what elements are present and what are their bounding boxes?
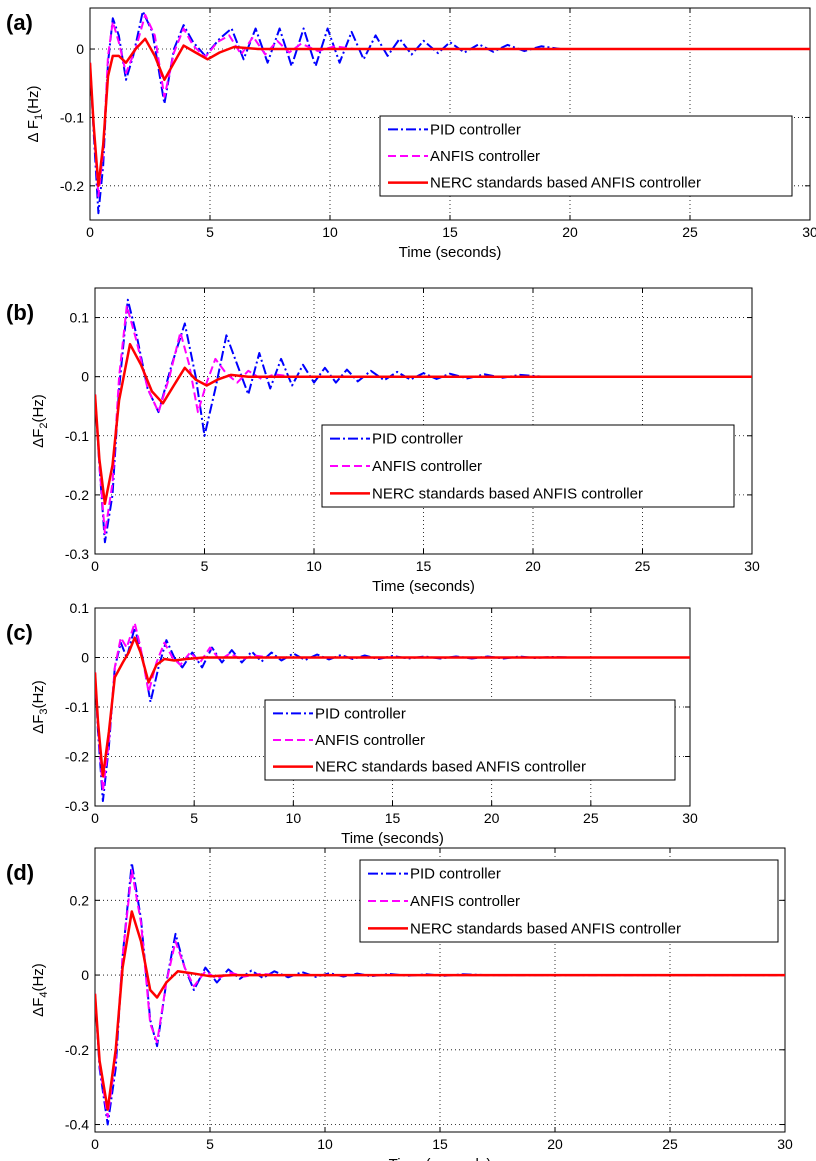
y-tick-label: -0.2 <box>65 487 89 503</box>
legend-label-1: PID controller <box>410 866 501 883</box>
legend-label-2: ANFIS controller <box>315 732 425 749</box>
panel-letter: (d) <box>6 860 34 885</box>
legend-label-2: ANFIS controller <box>430 148 540 165</box>
y-tick-label: 0 <box>81 369 89 385</box>
chart-panel-c: (c) 0 5 10 15 20 25 30 0.1 0 -0.1 -0.2 -0.3 Time (sec… <box>6 600 698 847</box>
y-tick-label: 0.2 <box>70 892 90 908</box>
x-tick-label: 30 <box>777 1136 793 1152</box>
x-tick-label: 10 <box>317 1136 333 1152</box>
x-tick-label: 20 <box>525 558 541 574</box>
x-tick-label: 0 <box>91 558 99 574</box>
panel-letter: (c) <box>6 620 33 645</box>
legend-label-1: PID controller <box>372 431 463 448</box>
x-tick-label: 15 <box>442 224 458 240</box>
x-tick-label: 5 <box>206 1136 214 1152</box>
y-tick-label: 0 <box>81 650 89 666</box>
chart-panel-b: (b) 0 5 10 15 20 25 30 0.1 0 -0.1 -0.2 -0.3 Time (sec… <box>6 287 760 595</box>
y-tick-label: -0.3 <box>65 546 89 562</box>
legend-label-1: PID controller <box>315 705 406 722</box>
y-tick-label: -0.1 <box>60 109 84 125</box>
x-tick-label: 25 <box>635 558 651 574</box>
x-tick-label: 10 <box>322 224 338 240</box>
legend-label-2: ANFIS controller <box>410 893 520 910</box>
legend-label-3: NERC standards based ANFIS controller <box>372 485 643 502</box>
x-tick-label: 30 <box>682 810 698 826</box>
legend: PID controller ANFIS controller NERC stand… <box>379 115 793 197</box>
x-tick-label: 10 <box>306 558 322 574</box>
y-axis-label: ΔF3(Hz) <box>30 680 50 734</box>
y-tick-label: 0.1 <box>70 310 90 326</box>
y-tick-label: 0 <box>76 41 84 57</box>
y-axis-label: ΔF2(Hz) <box>30 394 50 448</box>
x-axis-label: Time (seconds) <box>399 244 502 261</box>
chart-panel-a: (a) 0 5 10 15 20 25 30 0 -0.1 -0.2 Time (seconds) Δ … <box>6 7 816 261</box>
x-tick-label: 25 <box>583 810 599 826</box>
panel-letter: (b) <box>6 300 34 325</box>
y-tick-label: -0.3 <box>65 798 89 814</box>
chart-panel-d: (d) 0 5 10 15 20 25 30 0.2 0 -0.2 -0.4 Time (seconds… <box>6 847 793 1161</box>
y-tick-label: -0.1 <box>65 428 89 444</box>
x-tick-label: 0 <box>86 224 94 240</box>
x-tick-label: 25 <box>662 1136 678 1152</box>
legend: PID controller ANFIS controller NERC stand… <box>264 699 676 781</box>
x-tick-label: 25 <box>682 224 698 240</box>
legend-label-1: PID controller <box>430 121 521 138</box>
y-tick-label: -0.4 <box>65 1117 89 1133</box>
y-tick-label: 0 <box>81 967 89 983</box>
x-axis-label: Time (seconds) <box>372 578 475 595</box>
x-tick-label: 5 <box>201 558 209 574</box>
x-axis-label: Time (seconds) <box>341 830 444 847</box>
series-line-1 <box>90 10 810 215</box>
x-tick-label: 0 <box>91 1136 99 1152</box>
legend: PID controller ANFIS controller NERC stand… <box>359 859 779 943</box>
x-tick-label: 15 <box>416 558 432 574</box>
legend-label-3: NERC standards based ANFIS controller <box>315 759 586 776</box>
legend-label-3: NERC standards based ANFIS controller <box>430 175 701 192</box>
legend: PID controller ANFIS controller NERC stand… <box>321 424 735 508</box>
series-line-3 <box>95 910 785 1111</box>
x-tick-label: 15 <box>432 1136 448 1152</box>
y-tick-label: 0.1 <box>70 600 90 616</box>
x-tick-label: 30 <box>802 224 816 240</box>
legend-label-2: ANFIS controller <box>372 458 482 475</box>
panel-letter: (a) <box>6 10 33 35</box>
x-tick-label: 30 <box>744 558 760 574</box>
x-tick-label: 20 <box>562 224 578 240</box>
x-tick-label: 20 <box>484 810 500 826</box>
x-tick-label: 5 <box>206 224 214 240</box>
x-axis-label: Time (seconds) <box>389 1156 492 1161</box>
y-axis-label: ΔF4(Hz) <box>30 963 50 1017</box>
x-tick-label: 15 <box>385 810 401 826</box>
y-axis-label: Δ F1(Hz) <box>25 86 45 143</box>
x-tick-label: 10 <box>286 810 302 826</box>
series-line-3 <box>90 37 810 188</box>
y-tick-label: -0.1 <box>65 699 89 715</box>
series-line-3 <box>95 342 752 506</box>
series-line-3 <box>95 636 690 778</box>
legend-label-3: NERC standards based ANFIS controller <box>410 920 681 937</box>
x-tick-label: 20 <box>547 1136 563 1152</box>
x-tick-label: 5 <box>190 810 198 826</box>
y-tick-label: -0.2 <box>60 178 84 194</box>
y-tick-label: -0.2 <box>65 1042 89 1058</box>
y-tick-label: -0.2 <box>65 749 89 765</box>
x-tick-label: 0 <box>91 810 99 826</box>
